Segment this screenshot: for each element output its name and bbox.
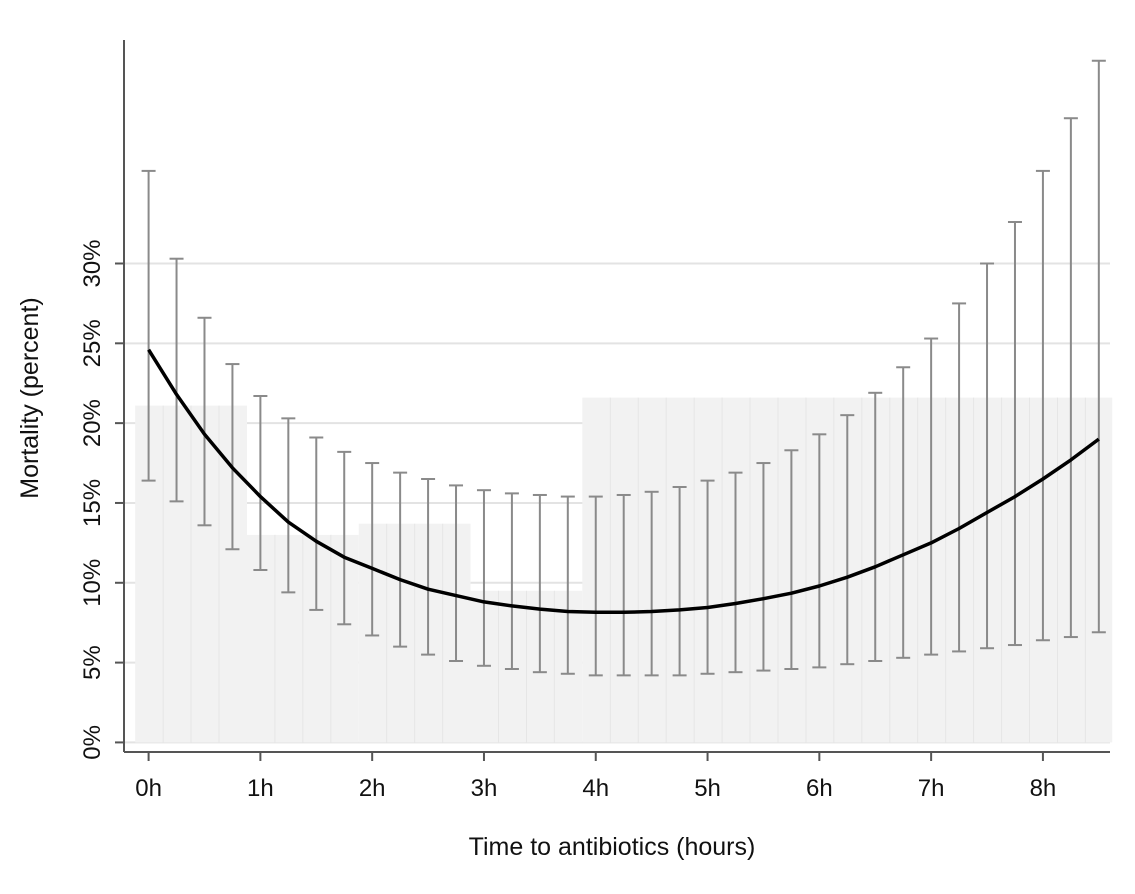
error-bar-11	[449, 484, 464, 663]
error-bar-29	[952, 302, 967, 653]
error-bar-24	[812, 433, 827, 669]
y-tick-label-6: 30%	[79, 239, 106, 287]
error-bar-13	[504, 492, 519, 670]
error-bar-26	[868, 391, 883, 663]
x-axis-ticks: 0h 1h 2h 3h 4h 5h 6h 7h 8h	[135, 752, 1056, 802]
error-bar-2	[197, 316, 212, 527]
error-bar-3	[225, 363, 240, 551]
y-axis-ticks: 0% 5% 10% 15% 20% 25% 30%	[79, 239, 124, 760]
error-bar-30	[980, 262, 995, 650]
y-axis-title: Mortality (percent)	[16, 297, 44, 498]
error-bar-28	[924, 337, 939, 656]
x-tick-label-0: 0h	[135, 775, 162, 802]
error-bar-31	[1007, 220, 1022, 647]
y-tick-label-4: 20%	[79, 399, 106, 447]
error-bar-10	[421, 478, 436, 656]
x-tick-label-1: 1h	[247, 775, 274, 802]
error-bar-5	[281, 417, 296, 594]
x-tick-label-4: 4h	[582, 775, 609, 802]
error-bar-19	[672, 485, 687, 677]
error-bar-32	[1035, 169, 1050, 642]
error-bar-34	[1091, 59, 1106, 634]
error-bar-27	[896, 366, 911, 659]
x-tick-label-6: 6h	[806, 775, 833, 802]
error-bar-33	[1063, 117, 1078, 639]
error-bar-23	[784, 449, 799, 670]
x-tick-label-2: 2h	[359, 775, 386, 802]
y-tick-label-3: 15%	[79, 479, 106, 527]
x-tick-label-3: 3h	[471, 775, 498, 802]
fitted-curve-group	[147, 348, 1100, 615]
fitted-curve	[147, 348, 1100, 615]
error-bars	[141, 59, 1106, 677]
x-tick-label-7: 7h	[918, 775, 945, 802]
x-axis-title: Time to antibiotics (hours)	[469, 833, 756, 861]
error-bar-18	[644, 490, 659, 677]
error-bar-22	[756, 462, 771, 672]
y-tick-label-5: 25%	[79, 319, 106, 367]
error-bar-6	[309, 436, 324, 611]
error-bar-1	[169, 257, 184, 503]
error-bar-7	[337, 450, 352, 626]
error-bar-21	[728, 471, 743, 674]
error-bar-9	[393, 471, 408, 648]
x-tick-label-5: 5h	[694, 775, 721, 802]
x-tick-label-8: 8h	[1030, 775, 1057, 802]
error-bar-12	[476, 489, 491, 667]
error-bar-16	[588, 495, 603, 677]
axes	[123, 40, 1110, 753]
error-bar-14	[532, 493, 547, 674]
y-tick-label-2: 10%	[79, 559, 106, 607]
error-bar-25	[840, 414, 855, 666]
y-tick-label-1: 5%	[79, 645, 106, 680]
error-bar-0	[141, 169, 156, 482]
error-bar-8	[365, 462, 380, 637]
y-tick-label-0: 0%	[79, 725, 106, 760]
error-bar-17	[616, 493, 631, 677]
error-bar-20	[700, 479, 715, 675]
error-bar-15	[560, 495, 575, 675]
error-bar-4	[253, 395, 268, 572]
